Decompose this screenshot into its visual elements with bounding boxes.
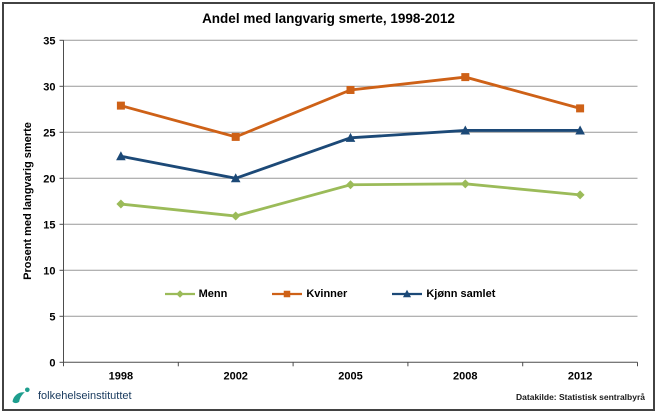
plot-area: 0 5 10 15 20 25 30 35 1998 2002 2005 2008 2012: [43, 35, 638, 382]
chart-figure: Andel med langvarig smerte, 1998-2012 Pr…: [2, 2, 655, 411]
svg-text:2008: 2008: [453, 370, 477, 382]
line-diamond-marker-icon: [164, 290, 195, 298]
brand-name: folkehelseinstituttet: [38, 390, 132, 402]
svg-text:0: 0: [49, 357, 55, 369]
svg-text:2002: 2002: [223, 370, 247, 382]
line-square-marker-icon: [272, 290, 303, 298]
svg-text:2005: 2005: [338, 370, 362, 382]
svg-text:35: 35: [43, 35, 55, 47]
svg-text:2012: 2012: [568, 370, 592, 382]
legend-item-kvinner: Kvinner: [272, 288, 347, 300]
svg-text:25: 25: [43, 127, 55, 139]
line-triangle-marker-icon: [392, 289, 423, 298]
svg-text:10: 10: [43, 265, 55, 277]
svg-text:20: 20: [43, 173, 55, 185]
legend: Menn Kvinner Kjønn samlet: [64, 288, 638, 300]
legend-item-kjonn-samlet: Kjønn samlet: [392, 288, 495, 300]
legend-item-menn: Menn: [164, 288, 228, 300]
legend-label: Menn: [198, 288, 228, 300]
svg-text:30: 30: [43, 81, 55, 93]
brand: folkehelseinstituttet: [11, 386, 132, 406]
fhi-logo-icon: [12, 387, 30, 404]
svg-text:1998: 1998: [109, 370, 133, 382]
legend-label: Kjønn samlet: [426, 288, 496, 300]
data-source: Datakilde: Statistisk sentralbyrå: [516, 392, 645, 402]
chart-title: Andel med langvarig smerte, 1998-2012: [202, 11, 455, 26]
legend-label: Kvinner: [306, 288, 348, 300]
svg-text:15: 15: [43, 219, 55, 231]
svg-text:5: 5: [49, 311, 55, 323]
